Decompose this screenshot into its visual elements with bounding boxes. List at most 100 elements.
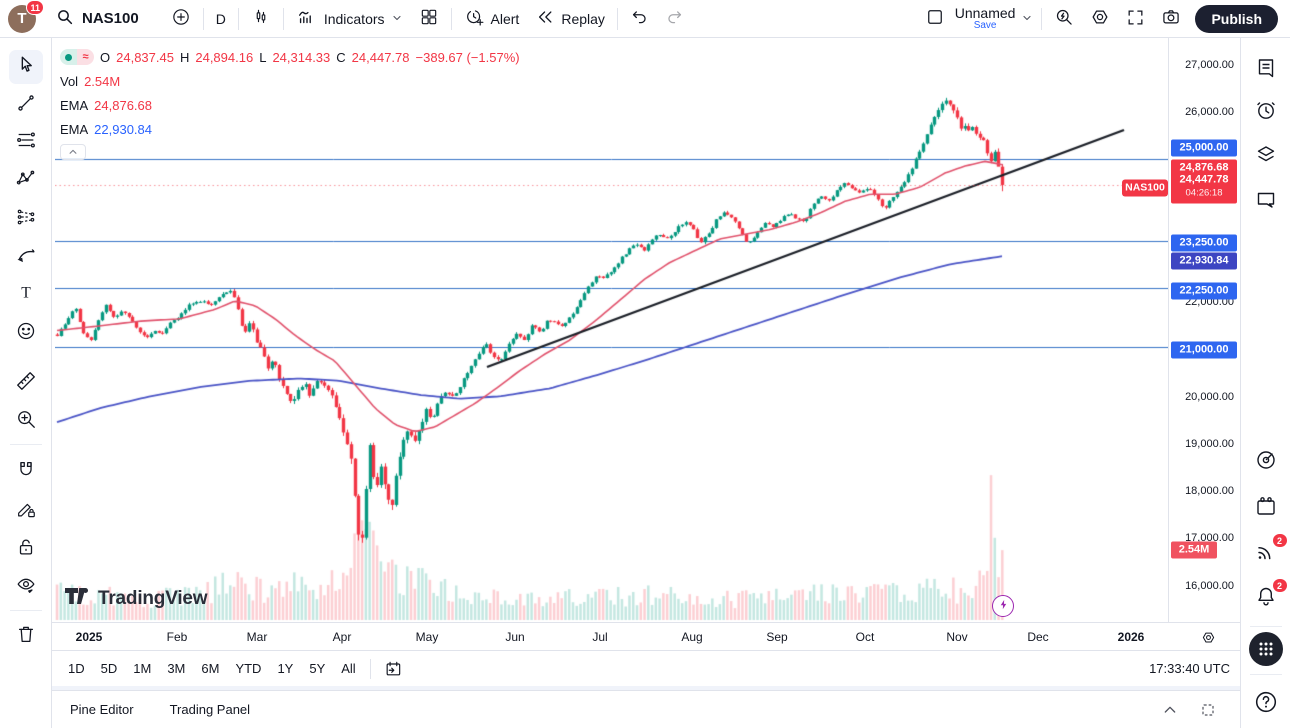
range-3m[interactable]: 3M xyxy=(159,657,193,680)
tool-drawing-mode[interactable] xyxy=(9,494,43,528)
ohlc-close-value: 24,447.78 xyxy=(351,49,410,65)
price-axis[interactable]: 24,447.78 04:26:18 27,000.00 26,000.00 22,… xyxy=(1168,38,1240,622)
layout-square-icon xyxy=(925,7,945,30)
redo-button[interactable] xyxy=(657,4,692,34)
tab-pine-editor[interactable]: Pine Editor xyxy=(70,702,134,717)
maximize-panel-button[interactable] xyxy=(1200,702,1216,718)
fullscreen-button[interactable] xyxy=(1118,4,1153,34)
legend-ema-fast-row: EMA 24,876.68 xyxy=(60,96,520,114)
tool-brush[interactable] xyxy=(9,240,43,274)
tool-fib-retracement[interactable] xyxy=(9,125,43,159)
time-axis[interactable]: 2025 Feb Mar Apr May Jun Jul Aug Sep Oct Nov Dec 202… xyxy=(52,622,1240,650)
calendar-icon xyxy=(1254,494,1278,523)
sidebar-divider xyxy=(1250,674,1282,675)
axis-settings-button[interactable] xyxy=(1198,627,1218,647)
range-1d[interactable]: 1D xyxy=(60,657,93,680)
tool-cursor[interactable] xyxy=(8,50,43,84)
indicator-templates-button[interactable] xyxy=(411,4,447,34)
symbol-name: NAS100 xyxy=(82,10,139,27)
toolbar-divider xyxy=(10,610,42,611)
tool-lock-drawings[interactable] xyxy=(9,532,43,566)
replay-button[interactable]: Replay xyxy=(527,4,613,34)
tool-ruler[interactable] xyxy=(9,366,43,400)
screener-button[interactable] xyxy=(1249,445,1283,479)
time-axis-label: Apr xyxy=(332,630,352,644)
goto-date-button[interactable] xyxy=(383,659,403,679)
undo-icon xyxy=(630,8,649,30)
utc-clock[interactable]: 17:33:40 UTC xyxy=(1149,661,1230,676)
range-1y[interactable]: 1Y xyxy=(269,657,301,680)
chat-bubble-icon xyxy=(1254,187,1278,216)
toolbar-separator xyxy=(369,658,371,679)
price-axis-label: 20,000.00 xyxy=(1185,391,1234,403)
magnet-icon xyxy=(15,459,37,486)
feed-signal-icon xyxy=(1254,539,1278,568)
tradingview-logo-icon xyxy=(64,584,90,613)
notification-count-badge: 11 xyxy=(26,0,44,15)
cursor-icon xyxy=(15,54,37,81)
expand-panel-button[interactable] xyxy=(1162,702,1178,718)
range-5y[interactable]: 5Y xyxy=(301,657,333,680)
range-ytd[interactable]: YTD xyxy=(227,657,269,680)
alerts-button[interactable] xyxy=(1249,95,1283,129)
tab-trading-panel[interactable]: Trading Panel xyxy=(169,702,251,717)
redo-icon xyxy=(665,8,684,30)
time-axis-label: Nov xyxy=(946,630,968,644)
publish-button[interactable]: Publish xyxy=(1195,4,1278,33)
notifications-button[interactable]: 2 xyxy=(1249,578,1288,615)
range-all[interactable]: All xyxy=(333,657,363,680)
lock-icon xyxy=(15,536,37,563)
feed-button[interactable]: 2 xyxy=(1249,533,1288,570)
watchlist-button[interactable] xyxy=(1249,53,1283,87)
watchlist-icon xyxy=(1254,56,1278,85)
range-1m[interactable]: 1M xyxy=(125,657,159,680)
indicators-button[interactable]: Indicators xyxy=(288,4,411,34)
interval-button[interactable]: D xyxy=(208,4,234,34)
market-status-pill[interactable]: ≈ xyxy=(60,49,94,65)
ema-slow-value: 22,930.84 xyxy=(94,121,153,137)
flash-boost-button[interactable] xyxy=(992,595,1014,617)
price-axis-label: 27,000.00 xyxy=(1185,59,1234,71)
undo-button[interactable] xyxy=(622,4,657,34)
tool-projection[interactable] xyxy=(9,202,43,236)
compare-add-button[interactable] xyxy=(163,4,199,34)
help-button[interactable] xyxy=(1249,687,1283,721)
market-open-dot xyxy=(65,53,72,61)
range-6m[interactable]: 6M xyxy=(193,657,227,680)
screenshot-button[interactable] xyxy=(1153,4,1189,34)
toolbar-separator xyxy=(616,7,618,30)
ohlc-change-value: −389.67 (−1.57%) xyxy=(415,49,520,65)
tool-emoji[interactable] xyxy=(9,316,43,350)
apps-menu-button[interactable] xyxy=(1248,632,1283,666)
indicators-icon xyxy=(296,6,318,31)
legend-collapse-button[interactable] xyxy=(60,144,86,160)
layout-select-button[interactable] xyxy=(917,4,953,34)
tool-zoom-in[interactable] xyxy=(9,404,43,438)
layout-menu-chevron[interactable] xyxy=(1017,4,1037,34)
range-5d[interactable]: 5D xyxy=(93,657,126,680)
alert-button[interactable]: Alert xyxy=(456,4,528,34)
symbol-axis-chip: NAS100 xyxy=(1122,179,1168,196)
tool-trend-line[interactable] xyxy=(9,88,43,122)
calendar-button[interactable] xyxy=(1249,491,1283,525)
tool-remove-drawings[interactable] xyxy=(9,619,43,653)
toolbar-separator xyxy=(282,7,284,30)
layout-name-save[interactable]: Unnamed Save xyxy=(955,6,1016,31)
object-tree-button[interactable] xyxy=(1249,139,1283,173)
tool-text[interactable]: T xyxy=(9,278,43,312)
quick-search-button[interactable] xyxy=(1046,4,1082,34)
level-price-chip: 22,250.00 xyxy=(1171,282,1237,300)
grid-layout-icon xyxy=(419,7,439,30)
tool-pattern[interactable] xyxy=(9,163,43,197)
price-chart-canvas[interactable] xyxy=(55,38,1168,622)
candles-icon xyxy=(251,7,271,30)
tool-hide-drawings[interactable] xyxy=(9,570,43,604)
chat-button[interactable] xyxy=(1249,184,1283,218)
symbol-search-button[interactable]: NAS100 xyxy=(50,8,145,30)
settings-button[interactable] xyxy=(1082,4,1118,34)
user-avatar[interactable]: T 11 xyxy=(8,0,44,33)
tool-magnet[interactable] xyxy=(9,455,43,489)
chart-style-button[interactable] xyxy=(243,4,279,34)
replay-label: Replay xyxy=(561,10,605,27)
